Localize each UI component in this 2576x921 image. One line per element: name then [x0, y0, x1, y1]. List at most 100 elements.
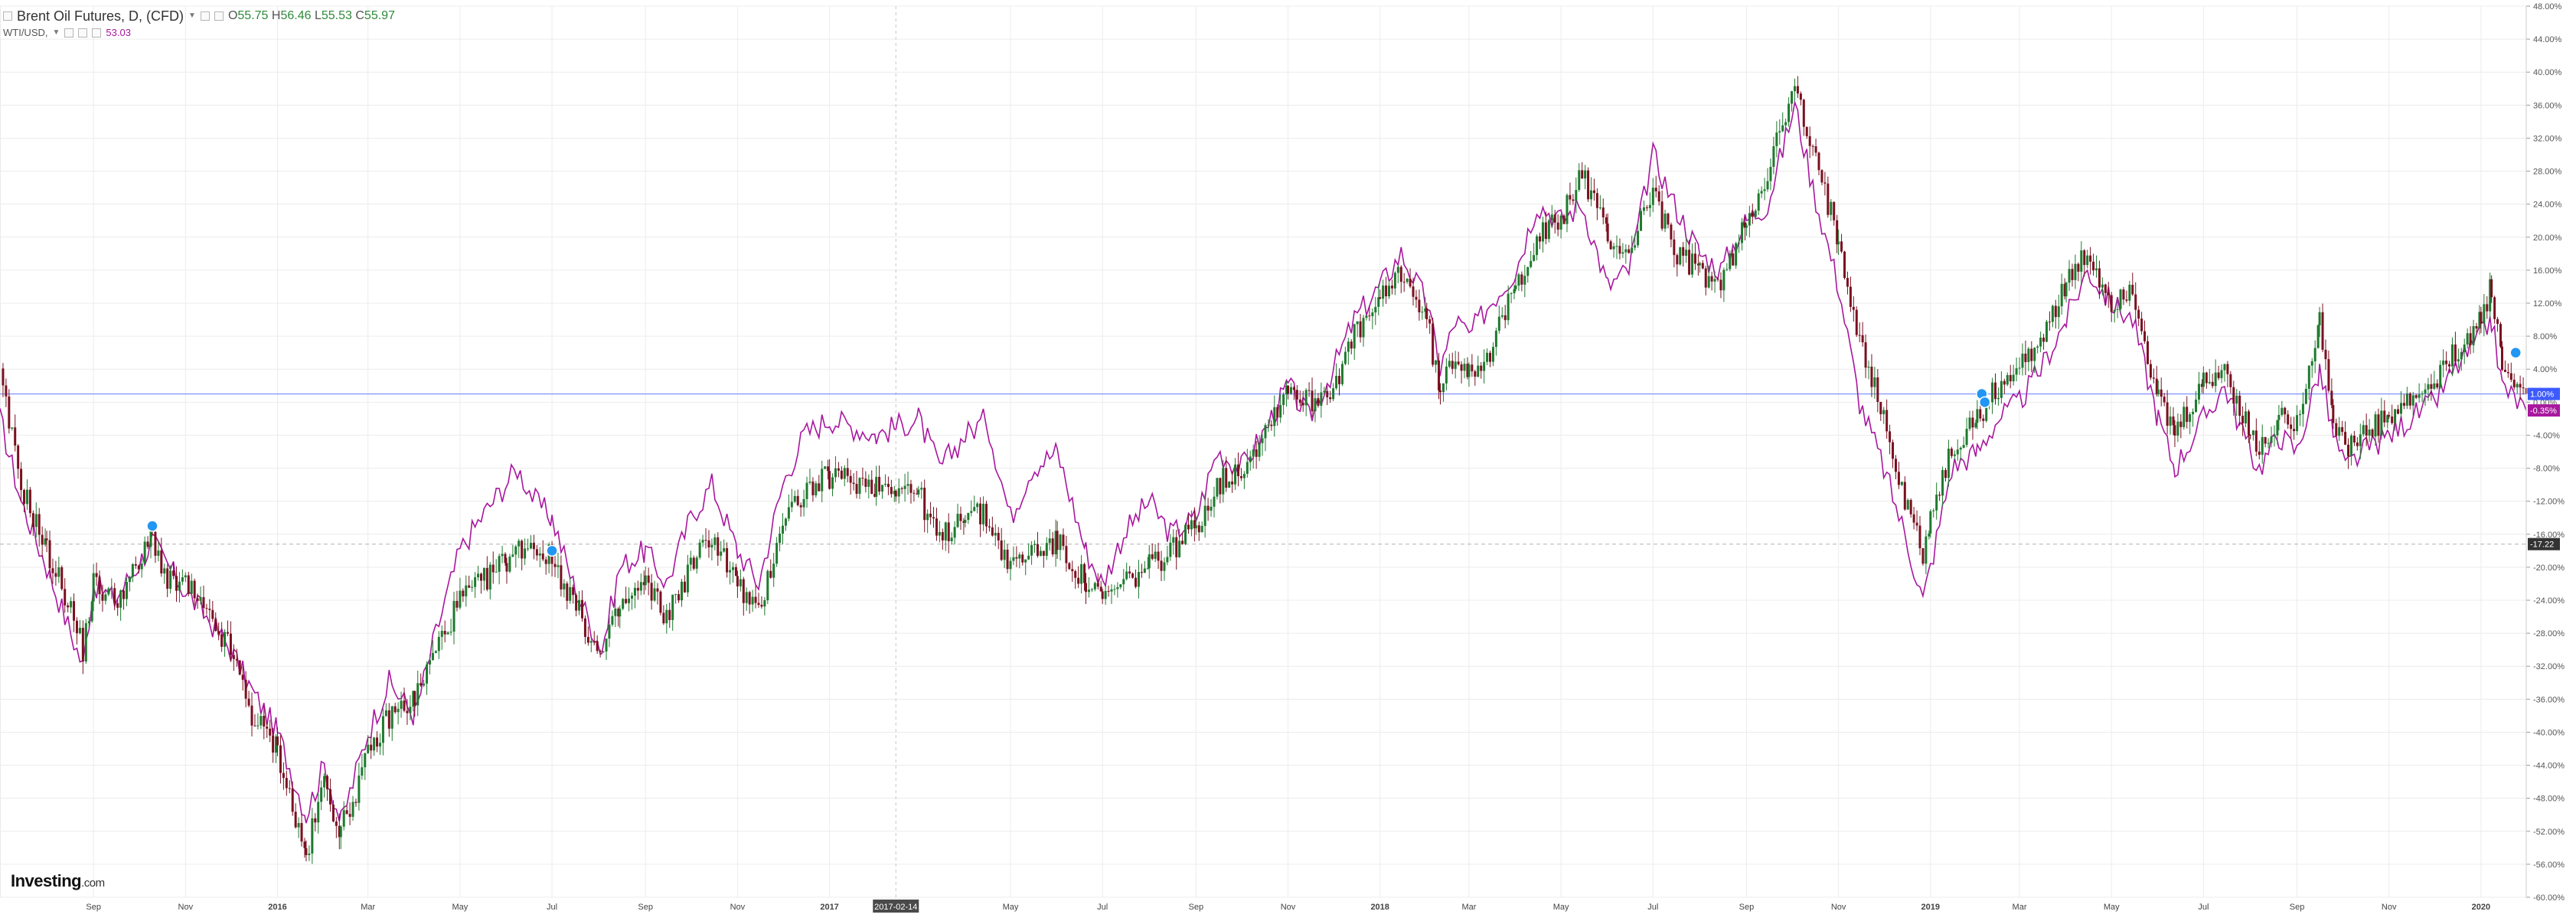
- candle-body: [2015, 368, 2018, 375]
- candle-body: [1657, 191, 1660, 202]
- candle-body: [665, 609, 668, 624]
- event-markers: [146, 346, 2522, 557]
- candle-body: [2321, 312, 2324, 350]
- candle-body: [485, 567, 488, 590]
- candle-body: [1425, 308, 1428, 320]
- y-tick-label: -28.00%: [2533, 629, 2565, 638]
- candle-body: [1823, 182, 1827, 184]
- candle-body: [544, 559, 547, 564]
- candle-body: [1184, 524, 1187, 544]
- candle-body: [1424, 308, 1427, 312]
- candle-body: [970, 511, 973, 513]
- low-label: L: [314, 9, 322, 22]
- candle-body: [1843, 251, 1846, 278]
- candle-body: [348, 814, 351, 817]
- candle-body: [78, 628, 81, 634]
- candle-body: [226, 632, 229, 634]
- settings-icon[interactable]: [200, 11, 210, 21]
- candle-body: [175, 576, 178, 591]
- candle-body: [1409, 279, 1412, 287]
- candle-body: [1631, 247, 1634, 253]
- candle-body: [583, 618, 586, 637]
- candle-body: [157, 550, 160, 556]
- candle-body: [855, 484, 858, 495]
- candle-body: [1971, 417, 1974, 428]
- candle-body: [2445, 361, 2448, 364]
- x-tick-label: Nov: [178, 903, 194, 912]
- candle-body: [1143, 568, 1146, 573]
- candle-body: [671, 594, 674, 620]
- candle-body: [291, 788, 294, 812]
- candle-body: [328, 789, 331, 805]
- x-tick-label: Nov: [1831, 903, 1846, 912]
- candle-body: [2296, 415, 2299, 432]
- candle-body: [2352, 435, 2356, 443]
- compare-series-row[interactable]: WTI/USD, ▼ 53.03: [3, 24, 395, 41]
- series-title[interactable]: Brent Oil Futures, D, (CFD): [17, 8, 184, 24]
- candle-body: [997, 533, 1000, 541]
- candle-body: [932, 517, 935, 519]
- candle-body: [2033, 348, 2036, 361]
- candle-body: [1725, 269, 1729, 270]
- candle-body: [2160, 389, 2163, 397]
- candle-body: [1606, 223, 1609, 242]
- candle-body: [599, 651, 602, 652]
- candle-body: [2304, 388, 2307, 404]
- candle-body: [1051, 538, 1054, 555]
- hide-icon[interactable]: [78, 28, 88, 38]
- candle-body: [1870, 366, 1873, 387]
- crosshair-date-label: 2017-02-14: [874, 903, 917, 912]
- candle-body: [2442, 361, 2445, 365]
- candle-body: [815, 483, 818, 495]
- candle-body: [873, 494, 877, 497]
- candle-body: [508, 557, 511, 572]
- candle-body: [41, 534, 44, 545]
- y-tick-label: 36.00%: [2533, 101, 2562, 110]
- settings-icon[interactable]: [64, 28, 74, 38]
- candle-body: [1194, 525, 1197, 529]
- candle-body: [2287, 414, 2290, 425]
- chevron-down-icon[interactable]: ▼: [52, 28, 60, 37]
- candle-body: [1396, 266, 1399, 273]
- candle-body: [331, 804, 335, 821]
- x-tick-label: Nov: [730, 903, 746, 912]
- y-tick-label: 4.00%: [2533, 365, 2557, 374]
- candle-body: [384, 710, 387, 717]
- candle-body: [729, 570, 732, 573]
- candle-body: [2232, 387, 2235, 404]
- candle-body: [793, 495, 796, 502]
- candle-body: [1578, 170, 1581, 191]
- candle-body: [505, 563, 508, 572]
- chevron-down-icon[interactable]: ▼: [188, 11, 196, 20]
- candle-body: [787, 507, 790, 519]
- candle-body: [1048, 538, 1051, 544]
- candle-body: [338, 825, 341, 838]
- candle-body: [2509, 373, 2512, 380]
- collapse-icon[interactable]: [3, 11, 12, 21]
- x-tick-label: Mar: [2013, 903, 2027, 912]
- y-tick-label: -16.00%: [2533, 531, 2565, 540]
- candle-body: [779, 534, 782, 544]
- candle-body: [1892, 442, 1895, 459]
- candle-body: [351, 802, 354, 817]
- candle-body: [1679, 247, 1682, 265]
- low-value: 55.53: [321, 9, 352, 22]
- candle-body: [2137, 309, 2140, 319]
- main-series-row[interactable]: Brent Oil Futures, D, (CFD) ▼ O55.75 H56…: [3, 8, 395, 24]
- candle-body: [387, 710, 390, 729]
- hide-icon[interactable]: [214, 11, 224, 21]
- chart-legend: Brent Oil Futures, D, (CFD) ▼ O55.75 H56…: [3, 8, 395, 41]
- candle-body: [345, 810, 348, 815]
- candle-body: [1295, 390, 1298, 400]
- candle-body: [1242, 473, 1246, 478]
- candle-body: [1216, 478, 1219, 497]
- candle-body: [1457, 361, 1460, 364]
- remove-icon[interactable]: [92, 28, 102, 38]
- candle-body: [1837, 241, 1840, 245]
- candle-body: [1944, 469, 1947, 478]
- compare-symbol[interactable]: WTI/USD,: [3, 27, 48, 38]
- candle-body: [1836, 220, 1839, 245]
- candle-body: [2189, 414, 2192, 423]
